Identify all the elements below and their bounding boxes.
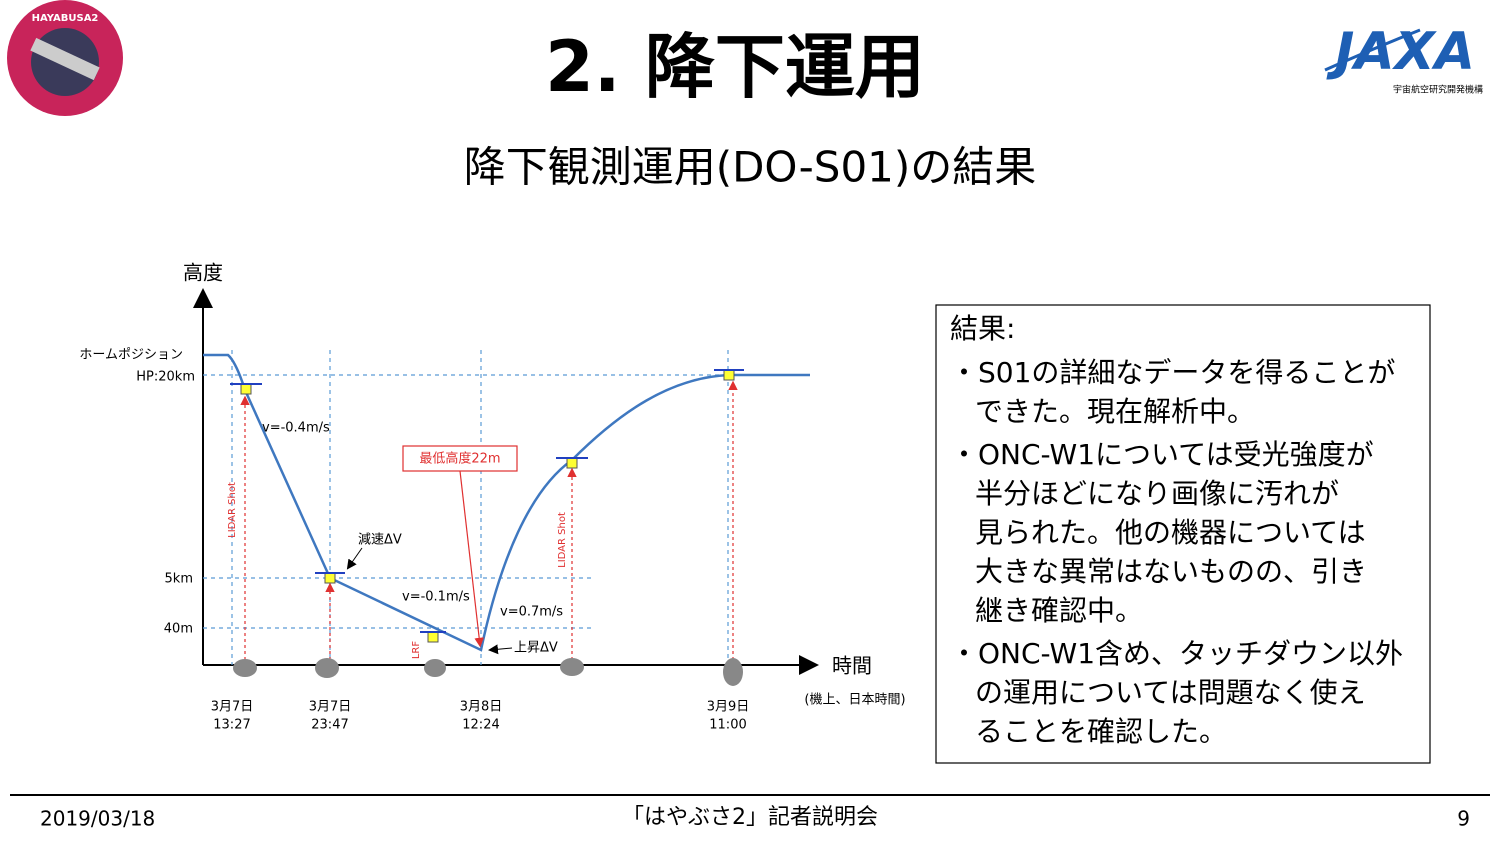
altitude-label: 40m	[164, 622, 193, 637]
logo-subtext: 宇宙航空研究開発機構	[1393, 84, 1483, 96]
logo-jaxa: JAXA 宇宙航空研究開発機構	[1324, 22, 1483, 96]
result-line: ・S01の詳細なデータを得ることが	[950, 356, 1395, 389]
annotation: LIDAR Shot	[227, 482, 238, 538]
result-line: ることを確認した。	[975, 715, 1227, 748]
logo-text: JAXA	[1326, 22, 1475, 82]
time-label: 3月7日	[211, 700, 254, 715]
footer-page: 9	[1457, 807, 1470, 831]
slide-subtitle: 降下観測運用(DO-S01)の結果	[464, 143, 1037, 192]
time-label: 3月7日	[309, 700, 352, 715]
x-axis-note: (機上、日本時間)	[804, 693, 905, 708]
altitude-label: HP:20km	[136, 370, 195, 385]
slide-title: 2. 降下運用	[545, 26, 925, 108]
annotation: LRF	[411, 641, 422, 660]
result-line: 見られた。他の機器については	[975, 516, 1366, 549]
result-line: 大きな異常はないものの、引き	[975, 555, 1367, 588]
time-label: 12:24	[462, 718, 499, 733]
results-title: 結果:	[950, 312, 1015, 345]
annotation: 減速ΔV	[358, 532, 402, 548]
result-line: できた。現在解析中。	[975, 395, 1255, 428]
diagram	[193, 288, 819, 686]
annotation: LIDAR Shot	[557, 512, 568, 568]
result-line: の運用については問題なく使え	[975, 676, 1366, 709]
annotation: v=0.7m/s	[500, 605, 563, 620]
result-line: 半分ほどになり画像に汚れが	[975, 477, 1339, 510]
time-label: 3月8日	[460, 700, 503, 715]
result-line: ・ONC-W1含め、タッチダウン以外	[950, 637, 1403, 670]
altitude-label: ホームポジション	[79, 348, 183, 363]
footer-date: 2019/03/18	[40, 807, 155, 831]
time-label: 3月9日	[707, 700, 750, 715]
logo-hayabusa2: HAYABUSA2	[7, 0, 123, 116]
altitude-label: 5km	[165, 572, 193, 587]
logo-text: HAYABUSA2	[32, 13, 99, 24]
annotation: v=-0.1m/s	[402, 590, 470, 605]
x-axis-label: 時間	[832, 654, 872, 678]
footer-event: 「はやぶさ2」記者説明会	[622, 805, 878, 830]
results-box	[935, 304, 1431, 764]
annotation: 上昇ΔV	[514, 641, 558, 656]
result-line: ・ONC-W1については受光強度が	[950, 438, 1374, 471]
time-label: 23:47	[311, 718, 348, 733]
time-label: 13:27	[213, 718, 250, 733]
annotation: 最低高度22m	[419, 451, 500, 467]
y-axis-label: 高度	[183, 261, 223, 285]
annotation: v=-0.4m/s	[262, 421, 330, 436]
result-line: 継き確認中。	[975, 594, 1143, 627]
time-label: 11:00	[709, 718, 746, 733]
